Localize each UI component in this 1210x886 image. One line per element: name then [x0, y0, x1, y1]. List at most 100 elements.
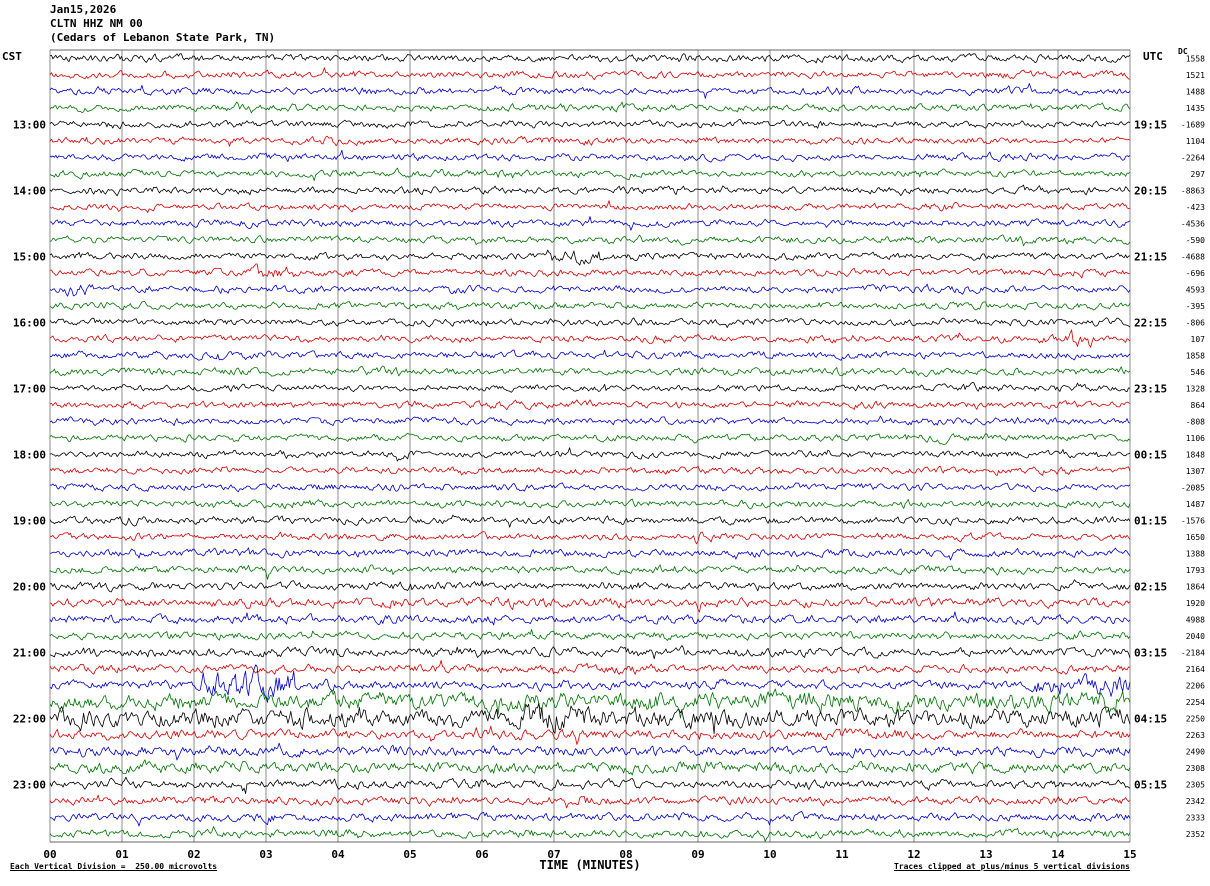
cst-hour-label: 19:00: [13, 514, 46, 527]
trace-row-8: [49, 184, 1131, 197]
clip-note: Traces clipped at plus/minus 5 vertical …: [893, 862, 1130, 871]
trace-row-15: [49, 301, 1131, 311]
dc-offset-value: -4536: [1181, 219, 1205, 228]
utc-hour-label: 21:15: [1134, 250, 1167, 263]
trace-row-45: [49, 794, 1131, 809]
dc-offset-value: -395: [1186, 302, 1205, 311]
dc-offset-value: 2490: [1186, 747, 1205, 756]
trace-row-9: [49, 200, 1131, 213]
dc-offset-value: 2040: [1186, 632, 1205, 641]
trace-row-43: [49, 759, 1131, 776]
trace-row-18: [49, 349, 1131, 361]
dc-offset-value: 107: [1191, 335, 1206, 344]
cst-hour-label: 21:00: [13, 646, 46, 659]
trace-row-5: [49, 135, 1131, 147]
x-tick-label: 06: [475, 848, 489, 861]
trace-row-35: [49, 629, 1131, 641]
x-tick-label: 09: [691, 848, 704, 861]
cst-hour-label: 16:00: [13, 316, 46, 329]
dc-offset-value: -806: [1186, 318, 1205, 327]
dc-offset-value: -1689: [1181, 120, 1205, 129]
dc-offset-value: 2206: [1186, 681, 1205, 690]
dc-offset-value: -4688: [1181, 252, 1205, 261]
trace-row-26: [49, 482, 1131, 493]
x-tick-label: 00: [43, 848, 56, 861]
header-location: (Cedars of Lebanon State Park, TN): [50, 31, 276, 44]
trace-row-14: [49, 283, 1131, 297]
trace-row-42: [49, 742, 1131, 761]
dc-offset-value: 1650: [1186, 533, 1205, 542]
left-timezone-label: CST: [2, 50, 22, 63]
cst-hour-label: 20:00: [13, 580, 46, 593]
x-tick-label: 15: [1123, 848, 1136, 861]
dc-offset-value: 2254: [1186, 698, 1205, 707]
trace-row-22: [49, 415, 1131, 426]
trace-row-47: [49, 826, 1131, 842]
dc-offset-value: -2085: [1181, 483, 1205, 492]
trace-row-39: [49, 688, 1131, 719]
dc-offset-value: 1487: [1186, 500, 1205, 509]
dc-offset-value: 546: [1191, 368, 1206, 377]
dc-offset-value: 1307: [1186, 467, 1205, 476]
dc-offset-value: 2250: [1186, 714, 1205, 723]
dc-offset-value: 1435: [1186, 104, 1205, 113]
x-tick-label: 05: [403, 848, 416, 861]
trace-row-17: [49, 329, 1131, 348]
trace-row-30: [49, 547, 1131, 561]
dc-offset-value: 1521: [1186, 71, 1205, 80]
cst-hour-label: 15:00: [13, 250, 46, 263]
trace-row-31: [49, 564, 1131, 580]
cst-hour-label: 18:00: [13, 448, 46, 461]
header-date: Jan15,2026: [50, 3, 117, 16]
dc-offset-value: -696: [1186, 269, 1205, 278]
x-tick-label: 04: [331, 848, 345, 861]
trace-row-2: [49, 83, 1131, 99]
trace-row-16: [49, 317, 1131, 328]
trace-row-25: [49, 465, 1131, 476]
utc-hour-label: 22:15: [1134, 316, 1167, 329]
trace-row-46: [49, 810, 1131, 827]
dc-offset-value: 1848: [1186, 450, 1205, 459]
trace-row-44: [49, 776, 1131, 794]
dc-offset-value: 1858: [1186, 351, 1205, 360]
dc-column-label: DC: [1178, 47, 1188, 56]
cst-hour-label: 14:00: [13, 184, 46, 197]
trace-row-23: [49, 432, 1131, 445]
x-tick-label: 12: [907, 848, 920, 861]
dc-offset-value: -808: [1186, 417, 1205, 426]
trace-row-3: [49, 101, 1131, 114]
cst-hour-label: 13:00: [13, 118, 46, 131]
trace-row-32: [49, 579, 1131, 593]
dc-offset-value: 2333: [1186, 813, 1205, 822]
x-tick-label: 02: [187, 848, 200, 861]
trace-row-21: [49, 399, 1131, 411]
dc-offset-value: 2342: [1186, 797, 1205, 806]
dc-offset-value: 2352: [1186, 830, 1205, 839]
trace-row-10: [49, 216, 1131, 231]
x-tick-label: 10: [763, 848, 776, 861]
dc-offset-value: 1388: [1186, 549, 1205, 558]
dc-offset-value: 2164: [1186, 665, 1205, 674]
trace-row-7: [49, 167, 1131, 181]
utc-hour-label: 02:15: [1134, 580, 1167, 593]
trace-row-28: [49, 514, 1131, 528]
dc-offset-value: 4593: [1186, 285, 1205, 294]
trace-row-38: [49, 664, 1131, 703]
x-tick-label: 07: [547, 848, 560, 861]
utc-hour-label: 19:15: [1134, 118, 1167, 131]
trace-row-1: [49, 67, 1131, 81]
dc-offset-value: 1793: [1186, 566, 1205, 575]
trace-row-40: [49, 702, 1131, 735]
dc-offset-value: 1488: [1186, 87, 1205, 96]
dc-offset-value: 2305: [1186, 780, 1205, 789]
trace-row-0: [49, 53, 1131, 64]
cst-hour-label: 23:00: [13, 778, 46, 791]
trace-row-33: [49, 596, 1131, 613]
trace-row-37: [49, 660, 1131, 675]
utc-hour-label: 23:15: [1134, 382, 1167, 395]
trace-row-34: [49, 611, 1131, 626]
dc-offset-value: -8863: [1181, 186, 1205, 195]
utc-hour-label: 00:15: [1134, 448, 1167, 461]
trace-row-36: [49, 645, 1131, 660]
